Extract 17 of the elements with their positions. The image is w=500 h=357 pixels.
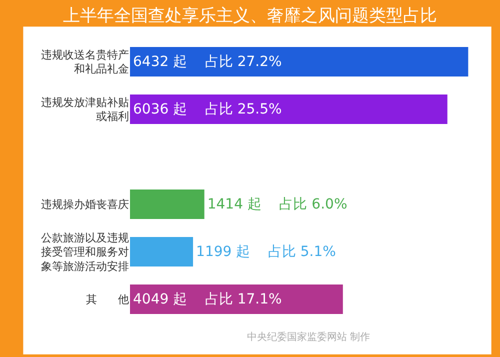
y-tick-label: 违规收送名贵特产和礼品礼金 — [41, 48, 129, 76]
data-label: 4049 起 占比 17.1% — [133, 291, 282, 308]
data-label: 1414 起 占比 6.0% — [207, 196, 348, 212]
y-tick-label: 违规发放津贴补贴或福利 — [41, 96, 129, 124]
bar — [130, 47, 468, 76]
bar — [130, 94, 448, 124]
data-label: 6036 起 占比 25.5% — [133, 101, 282, 118]
bar — [130, 284, 343, 314]
bar — [130, 237, 194, 266]
y-tick-label: 违规操办婚丧喜庆 — [41, 198, 129, 212]
y-tick-label: 其 他 — [86, 293, 129, 306]
chart-title: 上半年全国查处享乐主义、奢靡之风问题类型占比 — [63, 6, 437, 26]
bar — [130, 190, 204, 219]
data-label: 6432 起 占比 27.2% — [133, 54, 282, 70]
y-tick-label: 公款旅游以及违规接受管理和服务对象等旅游活动安排 — [41, 231, 129, 273]
data-label: 1199 起 占比 5.1% — [196, 244, 336, 260]
text: 中央纪委国家监委网站 制作 — [247, 331, 370, 343]
